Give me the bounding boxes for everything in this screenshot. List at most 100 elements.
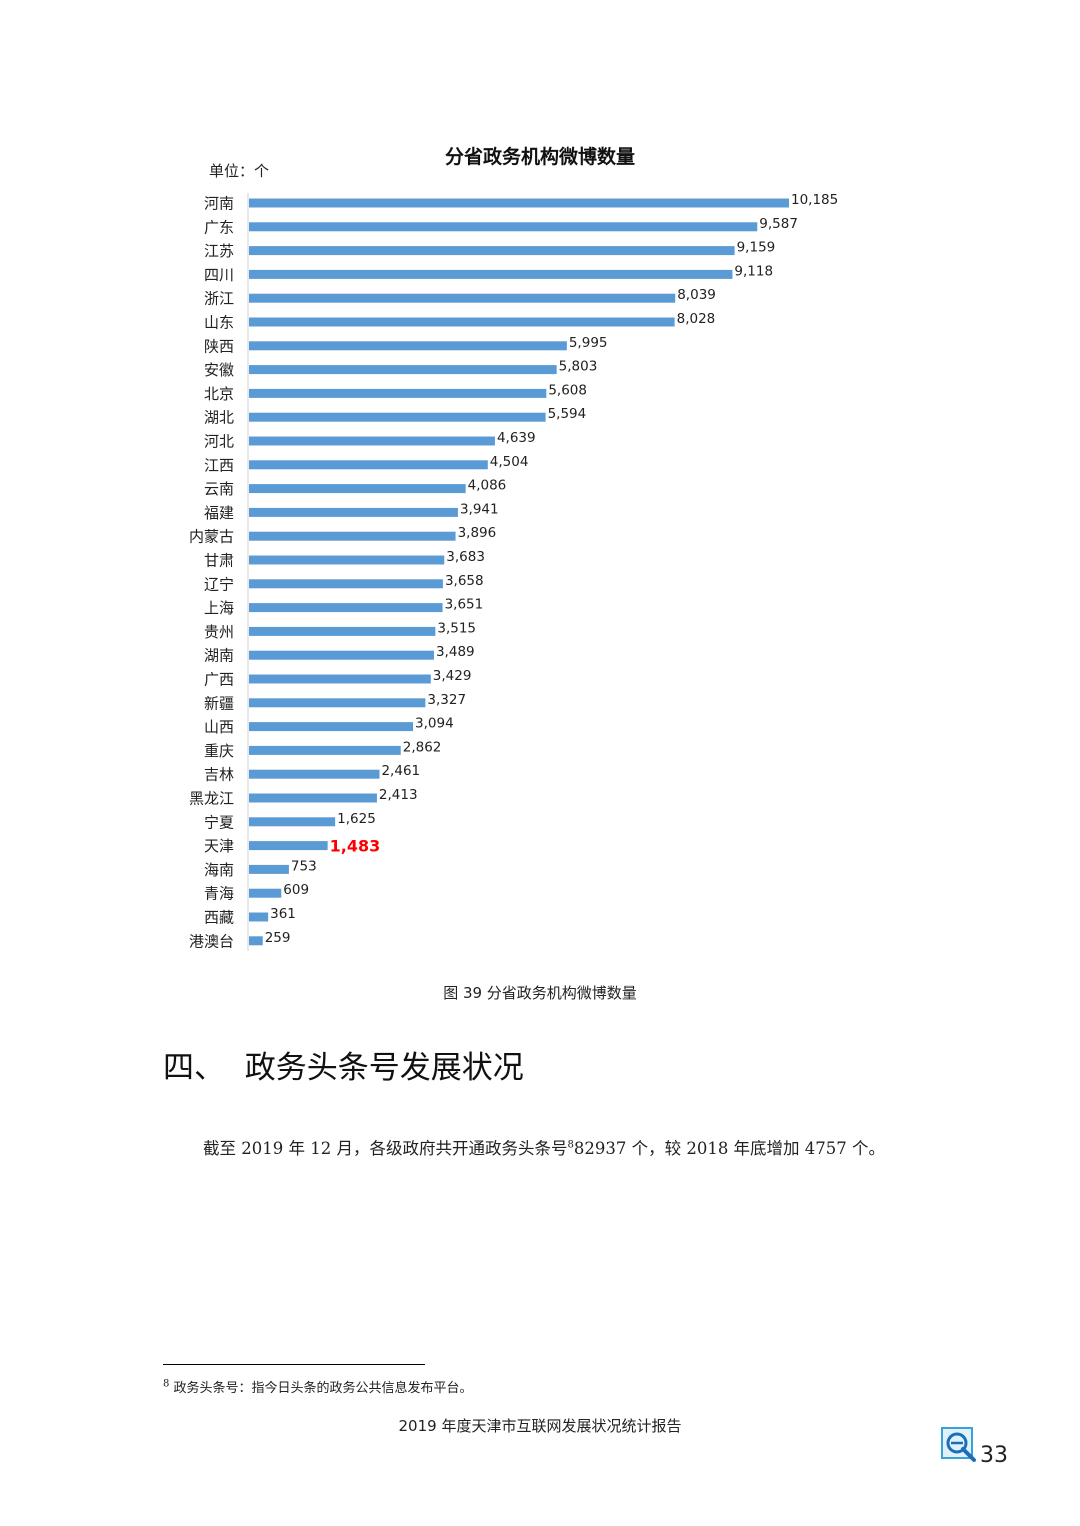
data-label: 4,639: [497, 430, 536, 446]
footnote-marker: 8: [163, 1378, 170, 1390]
data-label: 4,504: [490, 454, 529, 470]
body-paragraph: 截至 2019 年 12 月，各级政府共开通政务头条号882937 个，较 20…: [203, 1135, 885, 1159]
category-label: 吉林: [204, 766, 234, 784]
category-label: 云南: [204, 480, 234, 498]
category-label: 天津: [204, 837, 234, 855]
category-label: 福建: [204, 504, 234, 522]
data-label: 1,625: [337, 811, 376, 827]
bar-chart: 河南 10,185 广东 9,587 江苏 9,159 四川 9,118 浙江 8,039 山东 8,…: [189, 192, 838, 951]
category-label: 江西: [204, 456, 234, 474]
bar: [249, 912, 269, 922]
data-label: 5,995: [569, 335, 608, 351]
data-label: 3,429: [433, 668, 472, 684]
footnote-reference: 8: [567, 1139, 574, 1151]
category-label: 上海: [204, 599, 234, 617]
category-label: 黑龙江: [189, 790, 234, 808]
bar: [249, 222, 758, 232]
data-label: 3,896: [458, 525, 497, 541]
data-label: 3,941: [460, 501, 499, 517]
data-label: 9,118: [734, 263, 773, 279]
data-label: 259: [265, 930, 291, 946]
data-label: 609: [283, 882, 309, 898]
data-label: 3,683: [446, 549, 485, 565]
data-label: 2,461: [381, 763, 420, 779]
bar: [249, 936, 263, 946]
data-label: 5,608: [548, 382, 587, 398]
bar: [249, 769, 380, 779]
category-label: 贵州: [204, 623, 234, 641]
bar: [249, 817, 336, 827]
category-label: 陕西: [204, 337, 234, 355]
bar: [249, 864, 289, 874]
bar: [249, 745, 401, 755]
bar: [249, 412, 546, 422]
bar: [249, 246, 735, 256]
category-label: 西藏: [204, 909, 234, 927]
category-label: 北京: [204, 385, 234, 403]
category-label: 广东: [204, 218, 234, 236]
category-label: 内蒙古: [189, 528, 234, 546]
data-label: 3,094: [415, 716, 454, 732]
bar: [249, 698, 426, 708]
bar: [249, 674, 431, 684]
bar: [249, 555, 445, 565]
bar: [249, 293, 676, 303]
bar: [249, 888, 282, 898]
data-label: 3,651: [445, 597, 484, 613]
data-label: 3,515: [437, 620, 476, 636]
category-label: 港澳台: [189, 932, 234, 950]
footer-report-title: 2019 年度天津市互联网发展状况统计报告: [398, 1417, 682, 1435]
bar: [249, 460, 488, 470]
category-label: 海南: [204, 861, 234, 879]
category-label: 河南: [204, 195, 234, 213]
data-label: 3,327: [427, 692, 466, 708]
data-label: 753: [291, 858, 317, 874]
bar: [249, 341, 567, 351]
category-label: 山东: [204, 314, 234, 332]
bar: [249, 269, 733, 279]
category-label: 安徽: [204, 361, 234, 379]
category-label: 湖南: [204, 647, 234, 665]
bar: [249, 626, 436, 636]
bar: [249, 650, 434, 660]
data-label: 361: [270, 906, 296, 922]
unit-label: 单位：个: [209, 162, 270, 180]
paragraph-text-before: 截至 2019 年 12 月，各级政府共开通政务头条号: [203, 1139, 568, 1158]
data-label: 2,862: [403, 739, 442, 755]
highlighted-data-label: 1,483: [330, 837, 381, 856]
bar: [249, 531, 456, 541]
data-label: 3,658: [445, 573, 484, 589]
bar: [249, 484, 466, 494]
bar: [249, 841, 328, 851]
data-label: 9,587: [759, 216, 798, 232]
data-label: 8,028: [677, 311, 716, 327]
category-label: 青海: [204, 885, 234, 903]
category-label: 湖北: [204, 409, 234, 427]
category-label: 山西: [204, 718, 234, 736]
footnote-text: 政务头条号：指今日头条的政务公共信息发布平台。: [169, 1381, 473, 1396]
data-label: 3,489: [436, 644, 475, 660]
figure-caption: 图 39 分省政务机构微博数量: [443, 984, 637, 1002]
page-number: 33: [980, 1443, 1008, 1468]
magnifier-e-logo-icon: [941, 1427, 976, 1462]
data-label: 8,039: [677, 287, 716, 303]
footnote-divider: [163, 1364, 425, 1365]
bar: [249, 722, 414, 732]
data-label: 9,159: [737, 240, 776, 256]
paragraph-text-after: 82937 个，较 2018 年底增加 4757 个。: [573, 1139, 886, 1158]
category-label: 广西: [204, 671, 234, 689]
bar: [249, 198, 789, 208]
category-label: 宁夏: [204, 813, 234, 831]
bar: [249, 603, 443, 613]
footnote: 8 政务头条号：指今日头条的政务公共信息发布平台。: [163, 1377, 473, 1396]
category-label: 辽宁: [204, 575, 234, 593]
category-label: 江苏: [204, 242, 234, 260]
data-label: 2,413: [379, 787, 418, 803]
data-label: 4,086: [468, 478, 507, 494]
section-heading: 四、 政务头条号发展状况: [163, 1050, 524, 1086]
data-label: 5,803: [559, 359, 598, 375]
bar: [249, 793, 377, 803]
bar: [249, 436, 495, 446]
data-label: 5,594: [548, 406, 587, 422]
bar: [249, 365, 557, 375]
